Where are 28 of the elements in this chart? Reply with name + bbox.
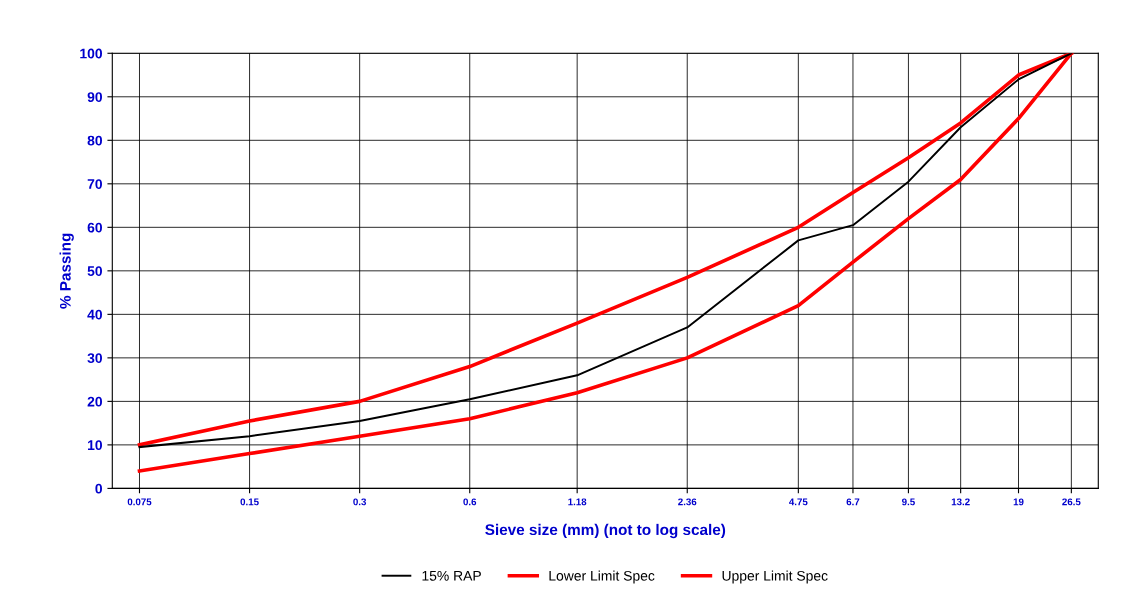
y-tick-label: 70 xyxy=(87,179,103,189)
x-tick-label: 19 xyxy=(1013,498,1024,506)
x-tick-label: 26.5 xyxy=(1062,498,1081,506)
legend-label: 15% RAP xyxy=(422,570,481,581)
x-tick-label: 0.3 xyxy=(353,498,367,506)
y-tick-label: 100 xyxy=(80,48,103,59)
x-tick-label: 6.7 xyxy=(846,498,860,506)
y-tick-label: 10 xyxy=(88,440,103,451)
y-tick-label: 20 xyxy=(87,396,103,407)
legend-label: Upper Limit Spec xyxy=(722,570,828,584)
x-tick-label: 0.15 xyxy=(240,498,259,506)
x-tick-label: 0.075 xyxy=(127,498,152,506)
y-axis-title: % Passing xyxy=(59,233,74,309)
x-tick-label: 13.2 xyxy=(951,498,970,506)
x-tick-label: 0.6 xyxy=(463,498,477,506)
x-tick-label: 2.36 xyxy=(678,498,697,506)
y-tick-label: 40 xyxy=(87,309,103,320)
x-tick-label: 9.5 xyxy=(902,498,915,506)
y-tick-label: 60 xyxy=(87,222,103,233)
x-axis-title: Sieve size (mm) (not to log scale) xyxy=(485,523,726,539)
y-tick-label: 30 xyxy=(87,353,103,364)
legend-label: Lower Limit Spec xyxy=(549,570,655,584)
y-tick-label: 90 xyxy=(87,92,103,102)
y-tick-label: 50 xyxy=(87,266,103,277)
x-tick-label: 4.75 xyxy=(789,498,808,506)
x-tick-label: 1.18 xyxy=(568,498,587,506)
y-tick-label: 80 xyxy=(87,135,103,146)
y-tick-label: 0 xyxy=(95,483,103,494)
